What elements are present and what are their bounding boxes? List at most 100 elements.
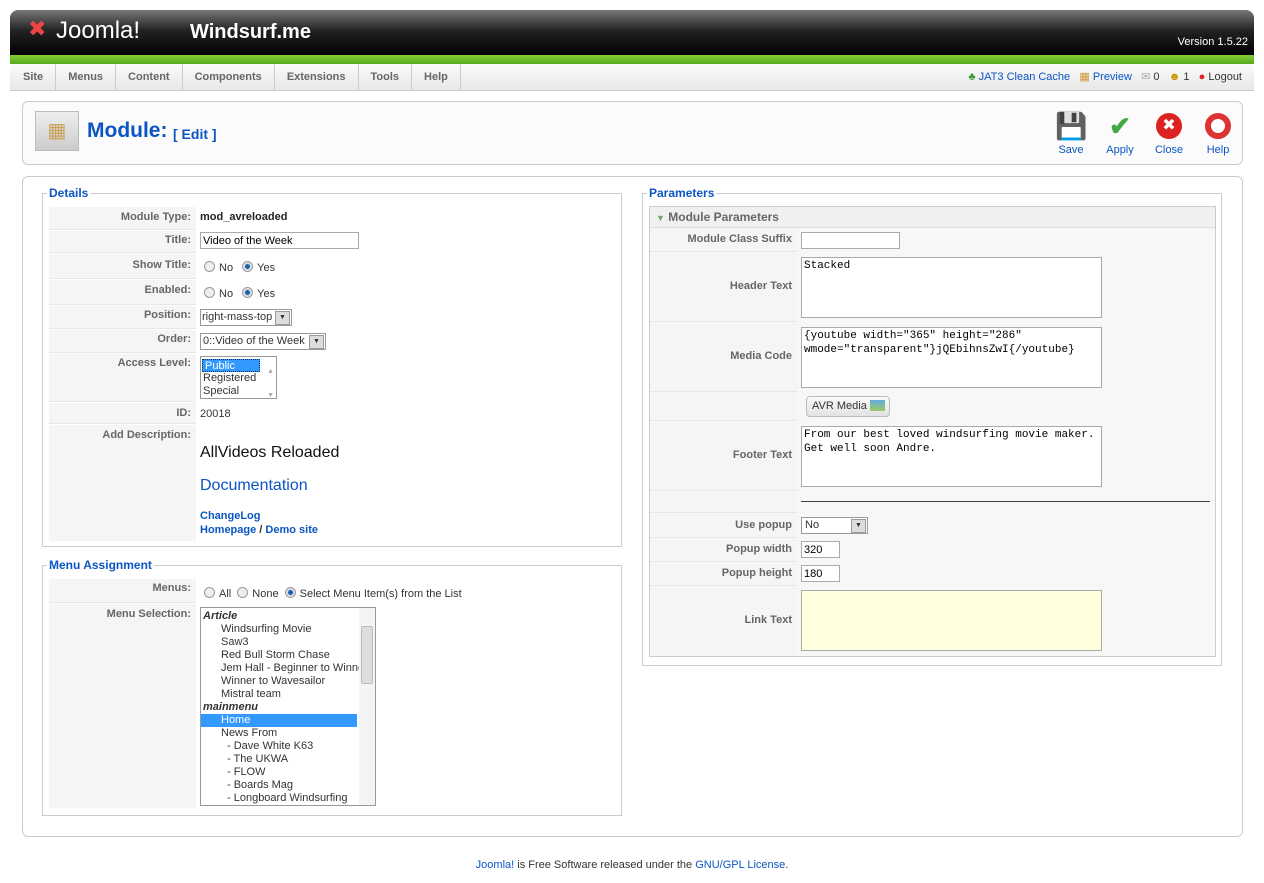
menu-selection-label: Menu Selection: [49,604,196,808]
popup-height-input[interactable] [801,565,840,582]
show-title-no-radio[interactable] [204,261,215,272]
menu-option[interactable]: Red Bull Storm Chase [221,649,330,661]
menu-extensions[interactable]: Extensions [275,64,359,91]
menus-none-radio[interactable] [237,587,249,598]
status-area: ♣ JAT3 Clean Cache ▦ Preview ✉ 0 ☻ 1 ● L… [968,64,1242,91]
access-level-label: Access Level: [49,354,196,402]
position-select[interactable]: right-mass-top ▼ [200,309,292,326]
messages-icon: ✉ [1141,71,1151,83]
popup-height-label: Popup height [650,563,797,586]
preview-link[interactable]: Preview [1092,71,1132,83]
menu-option[interactable]: Jem Hall - Beginner to Winner [221,662,368,674]
menus-label: Menus: [49,579,196,603]
clean-cache-link[interactable]: JAT3 Clean Cache [978,71,1071,83]
show-title-yes-radio[interactable] [242,261,254,272]
chevron-down-icon: ▼ [309,335,324,349]
avr-media-button[interactable]: AVR Media [806,396,890,417]
no-label: No [219,262,234,274]
menu-menus[interactable]: Menus [56,64,117,91]
footer-text-label: Footer Text [650,422,797,491]
details-legend: Details [47,186,91,200]
parameters-fieldset [642,193,1222,666]
media-code-area[interactable]: {youtube width="365" height="286" wmode=… [801,327,1102,388]
menus-all-radio[interactable] [204,587,215,598]
chevron-down-icon: ▼ [275,311,290,325]
module-type-value: mod_avreloaded [200,211,288,223]
menu-group-header[interactable]: Article [203,610,238,622]
menu-option[interactable]: - Boards Mag [227,779,294,791]
menu-option[interactable]: Saw3 [221,636,249,648]
menu-option[interactable]: News From [221,727,278,739]
menu-tools[interactable]: Tools [359,64,413,91]
menus-select-radio[interactable] [284,587,296,598]
logout-icon: ● [1198,71,1206,83]
menu-option[interactable]: Winner to Wavesailor [221,675,326,687]
apply-button[interactable]: ✔ Apply [1097,110,1143,156]
gpl-license-link[interactable]: GNU/GPL License [695,859,786,871]
users-count[interactable]: 1 [1183,71,1190,83]
yes-label: Yes [257,262,276,274]
menu-option[interactable]: - Dave White K63 [227,740,314,752]
menu-option[interactable]: Mistral team [221,688,281,700]
menu-option[interactable]: - FLOW [227,766,266,778]
class-suffix-input[interactable] [801,232,900,249]
close-button[interactable]: ✖ Close [1146,110,1192,156]
menu-option[interactable]: Windsurfing Movie [221,623,312,635]
no-label: No [219,288,234,300]
divider [801,501,1210,502]
none-label: None [252,588,279,600]
messages-count[interactable]: 0 [1153,71,1160,83]
menu-option[interactable]: - The UKWA [227,753,289,765]
order-select[interactable]: 0::Video of the Week ▼ [200,333,326,350]
changelog-link[interactable]: ChangeLog [200,510,261,522]
scroll-thumb[interactable] [361,626,373,684]
documentation-link[interactable]: Documentation [200,477,308,494]
help-button[interactable]: Help [1195,110,1241,156]
save-button[interactable]: 💾 Save [1048,110,1094,156]
access-option-special[interactable]: Special [203,385,240,397]
users-icon: ☻ [1168,71,1181,83]
link-text-area[interactable] [801,590,1102,651]
enabled-yes-radio[interactable] [242,287,254,298]
toolbar-box: ▦ Module: [ Edit ] [22,101,1243,165]
description-title: AllVideos Reloaded [200,444,340,461]
menu-option[interactable]: - Longboard Windsurfing [227,792,348,804]
access-option-public[interactable]: Public [202,359,260,372]
menu-components[interactable]: Components [183,64,275,91]
menu-selection-list[interactable]: Article Windsurfing Movie Saw3 Red Bull Sto… [200,607,376,806]
joomla-link[interactable]: Joomla! [475,859,515,871]
yes-label: Yes [257,288,276,300]
use-popup-select[interactable]: No ▼ [801,517,868,534]
scrollbar[interactable]: ▲ ▼ [267,368,274,399]
title-input[interactable] [200,232,359,249]
main-menu: Site Menus Content Components Extensions… [10,64,1254,91]
logout-link[interactable]: Logout [1208,71,1242,83]
page-footer: Joomla! is Free Software released under … [0,859,1264,871]
access-option-registered[interactable]: Registered [203,372,257,384]
demo-site-link[interactable]: Demo site [265,524,318,536]
menu-group-header[interactable]: mainmenu [203,701,259,713]
homepage-link[interactable]: Homepage [200,524,257,536]
footer-text-area[interactable]: From our best loved windsurfing movie ma… [801,426,1102,487]
avr-media-label: AVR Media [812,400,867,412]
preview-icon: ▦ [1079,71,1090,83]
header-text-area[interactable]: Stacked [801,257,1102,318]
popup-width-input[interactable] [801,541,840,558]
menu-help[interactable]: Help [412,64,461,91]
help-label: Help [1206,144,1230,156]
scrollbar[interactable] [359,608,375,805]
apply-icon: ✔ [1109,111,1131,141]
access-level-list[interactable]: Public Registered Special ▲ ▼ [200,356,277,399]
show-title-label: Show Title: [49,254,196,279]
menu-site[interactable]: Site [10,64,57,91]
close-label: Close [1154,144,1184,156]
close-icon: ✖ [1156,113,1182,139]
enabled-no-radio[interactable] [204,287,215,298]
menu-content[interactable]: Content [116,64,183,91]
module-type-label: Module Type: [49,207,196,230]
module-parameters-header[interactable]: ▼ Module Parameters [650,207,1215,228]
separator: / [256,524,266,536]
menu-option[interactable]: Home [201,714,357,727]
site-name: Windsurf.me [190,21,311,43]
id-value: 20018 [200,408,231,420]
